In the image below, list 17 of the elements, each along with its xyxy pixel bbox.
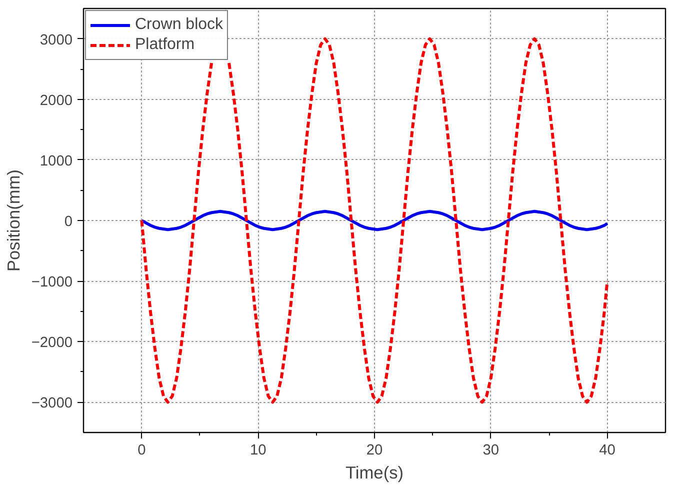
line-series [140, 210, 609, 232]
y-tick-label: 3000 [40, 32, 73, 48]
y-tick-label: 0 [64, 214, 73, 230]
x-tick-label: 30 [482, 442, 500, 458]
y-tick-label: −1000 [31, 274, 73, 291]
y-tick-label: 2000 [40, 92, 73, 109]
y-axis-title: Position(mm) [3, 169, 24, 272]
x-tick-label: 20 [366, 442, 383, 458]
legend-label: Crown block [135, 16, 224, 34]
y-tick-label: −3000 [31, 396, 73, 412]
x-axis-title: Time(s) [345, 462, 404, 482]
x-tick-label: 0 [138, 442, 146, 458]
x-tick-label: 40 [599, 442, 616, 458]
legend-label: Platform [135, 36, 195, 54]
y-tick-label: 1000 [40, 153, 73, 170]
x-tick-label: 10 [250, 442, 266, 458]
y-tick-label: −2000 [31, 335, 73, 352]
